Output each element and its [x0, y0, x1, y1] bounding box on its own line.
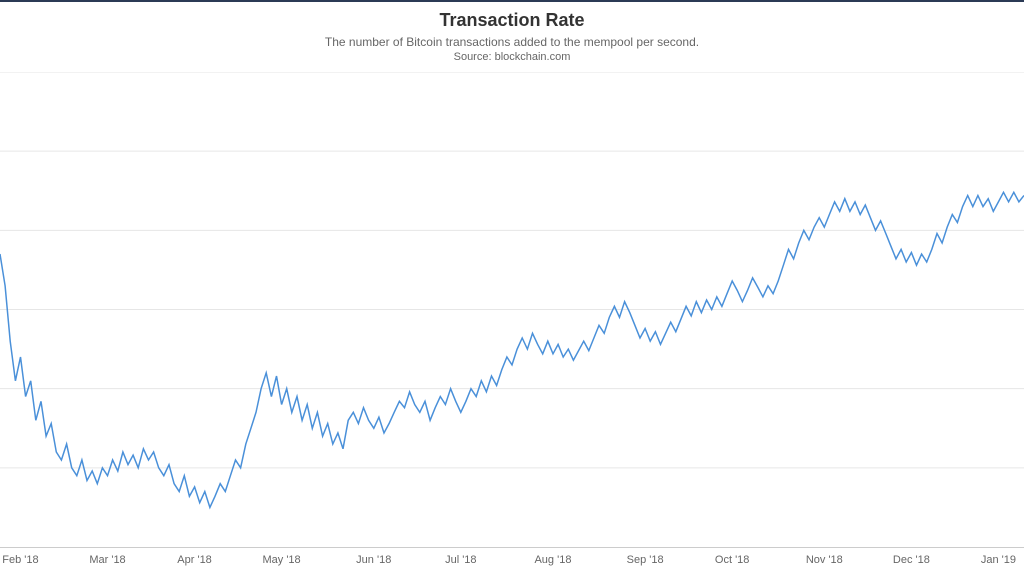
- chart-title: Transaction Rate: [0, 10, 1024, 31]
- series-line: [0, 192, 1024, 507]
- chart-header: Transaction Rate The number of Bitcoin t…: [0, 2, 1024, 63]
- x-axis-label: Feb '18: [2, 554, 38, 566]
- x-axis-label: Jun '18: [356, 554, 391, 566]
- x-axis-label: Oct '18: [715, 554, 750, 566]
- chart-source: Source: blockchain.com: [0, 51, 1024, 63]
- x-axis-label: Sep '18: [627, 554, 664, 566]
- x-axis-label: Mar '18: [89, 554, 125, 566]
- gridlines: [0, 72, 1024, 468]
- plot-area: [0, 72, 1024, 547]
- x-axis-label: Aug '18: [534, 554, 571, 566]
- chart-subtitle: The number of Bitcoin transactions added…: [0, 35, 1024, 49]
- x-axis: Feb '18 Mar '18 Apr '18 May '18 Jun '18 Jul '…: [0, 547, 1024, 587]
- x-axis-label: May '18: [263, 554, 301, 566]
- x-axis-label: Dec '18: [893, 554, 930, 566]
- x-axis-label: Jul '18: [445, 554, 476, 566]
- x-axis-label: Nov '18: [806, 554, 843, 566]
- plot-svg: [0, 72, 1024, 547]
- x-axis-label: Apr '18: [177, 554, 212, 566]
- chart-container: Transaction Rate The number of Bitcoin t…: [0, 0, 1024, 587]
- x-axis-label: Jan '19: [981, 554, 1016, 566]
